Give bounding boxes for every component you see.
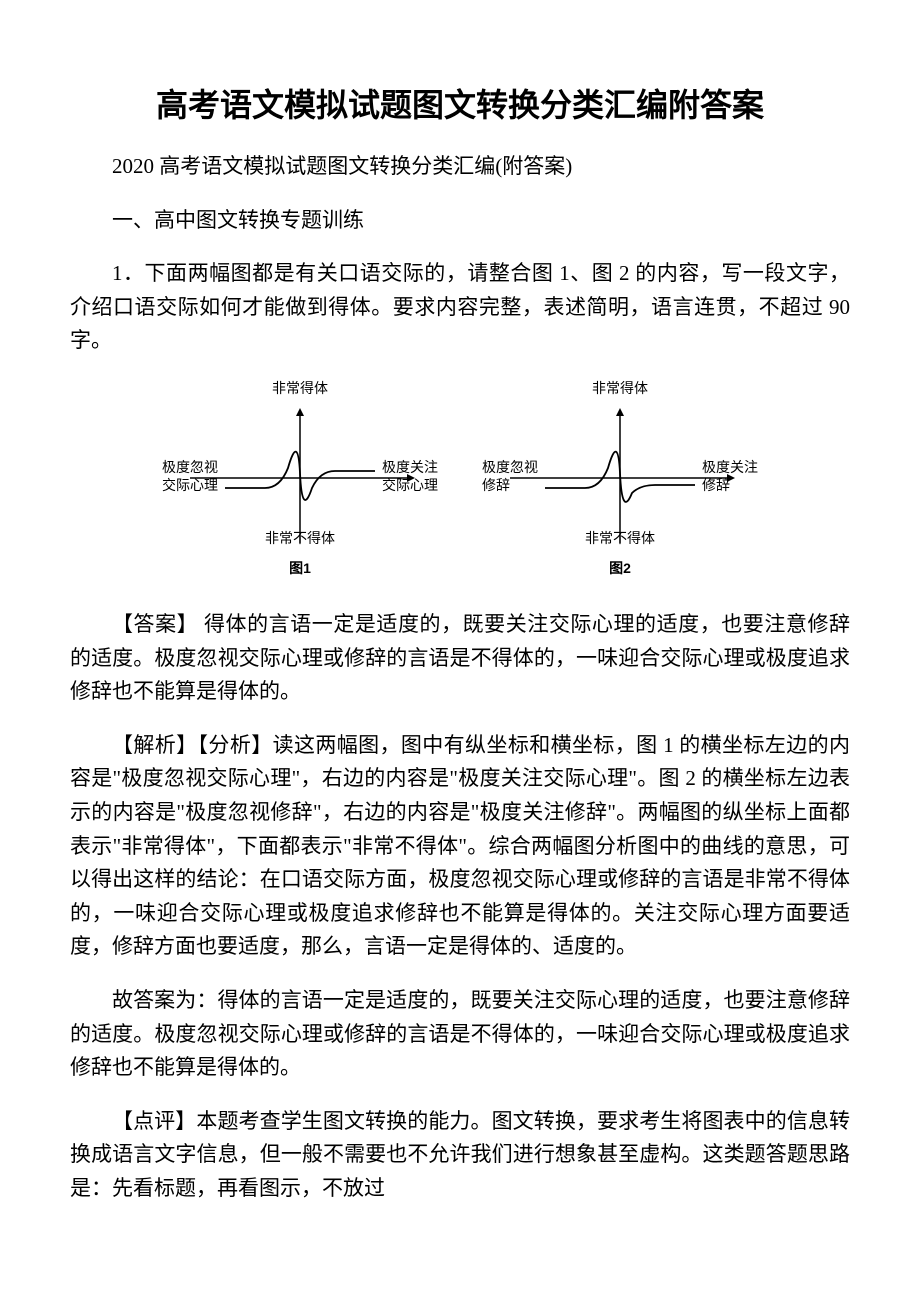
chart-1: 非常得体 极度忽视 交际心理 极度关注 交际心理 非常不得体 图1 bbox=[170, 378, 430, 578]
chart-2-caption: 图2 bbox=[609, 558, 631, 578]
chart-2-right-label: 极度关注 修辞 bbox=[702, 460, 758, 496]
chart-1-left-label: 极度忽视 交际心理 bbox=[162, 460, 218, 496]
conclusion-text: 故答案为：得体的言语一定是适度的，既要关注交际心理的适度，也要注意修辞的适度。极… bbox=[70, 984, 850, 1085]
chart-2-top-label: 非常得体 bbox=[592, 378, 648, 398]
answer-text: 【答案】 得体的言语一定是适度的，既要关注交际心理的适度，也要注意修辞的适度。极… bbox=[70, 608, 850, 709]
charts-container: 非常得体 极度忽视 交际心理 极度关注 交际心理 非常不得体 图1 非常得体 极… bbox=[70, 378, 850, 578]
chart-1-top-label: 非常得体 bbox=[272, 378, 328, 398]
chart-2-left-line2: 修辞 bbox=[482, 479, 510, 494]
chart-1-right-line1: 极度关注 bbox=[382, 461, 438, 476]
chart-1-left-line1: 极度忽视 bbox=[162, 461, 218, 476]
chart-2-arrow-up bbox=[616, 408, 624, 416]
chart-2-bottom-label: 非常不得体 bbox=[585, 528, 655, 548]
chart-2: 非常得体 极度忽视 修辞 极度关注 修辞 非常不得体 图2 bbox=[490, 378, 750, 578]
analysis-text: 【解析】【分析】读这两幅图，图中有纵坐标和横坐标，图 1 的横坐标左边的内容是"… bbox=[70, 729, 850, 964]
comment-text: 【点评】本题考查学生图文转换的能力。图文转换，要求考生将图表中的信息转换成语言文… bbox=[70, 1105, 850, 1206]
chart-1-bottom-label: 非常不得体 bbox=[265, 528, 335, 548]
chart-2-right-line1: 极度关注 bbox=[702, 461, 758, 476]
chart-2-left-label: 极度忽视 修辞 bbox=[482, 460, 538, 496]
chart-1-arrow-up bbox=[296, 408, 304, 416]
chart-1-right-label: 极度关注 交际心理 bbox=[382, 460, 438, 496]
chart-1-right-line2: 交际心理 bbox=[382, 479, 438, 494]
chart-1-caption: 图1 bbox=[289, 558, 311, 578]
page-title: 高考语文模拟试题图文转换分类汇编附答案 bbox=[70, 80, 850, 126]
section-heading: 一、高中图文转换专题训练 bbox=[70, 204, 850, 238]
chart-1-left-line2: 交际心理 bbox=[162, 479, 218, 494]
chart-2-right-line2: 修辞 bbox=[702, 479, 730, 494]
subtitle: 2020 高考语文模拟试题图文转换分类汇编(附答案) bbox=[70, 150, 850, 184]
question-text: 1．下面两幅图都是有关口语交际的，请整合图 1、图 2 的内容，写一段文字，介绍… bbox=[70, 257, 850, 358]
chart-2-left-line1: 极度忽视 bbox=[482, 461, 538, 476]
